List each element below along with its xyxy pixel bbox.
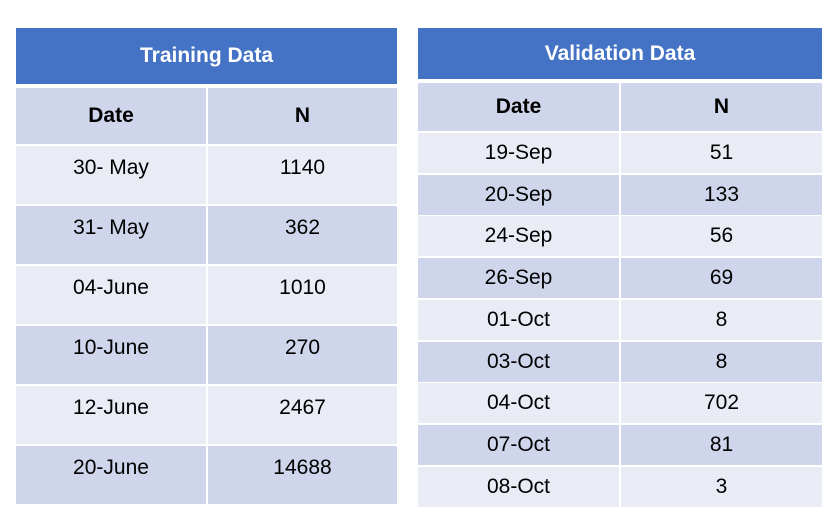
training-n-cell: 270	[206, 326, 397, 384]
validation-n-cell: 8	[619, 299, 822, 340]
validation-table-row: 26-Sep 69	[418, 258, 822, 299]
training-date-cell: 20-June	[73, 456, 149, 479]
validation-table-row: 20-Sep 133	[418, 174, 822, 215]
training-n-cell: 14688	[206, 446, 397, 504]
validation-date-cell: 04-Oct	[486, 391, 551, 415]
training-table-row: 12-June 2467	[16, 386, 397, 444]
validation-date-cell: 03-Oct	[486, 349, 551, 373]
validation-table-row: 01-Oct 8	[418, 299, 822, 340]
validation-n-cell: 133	[619, 174, 822, 215]
training-n-header: N	[206, 88, 397, 144]
validation-n-cell: 3	[619, 466, 822, 507]
training-date-cell: 31- May	[73, 216, 149, 239]
validation-n-header: N	[619, 83, 822, 131]
validation-date-cell: 08-Oct	[486, 474, 551, 498]
training-data-table: Training Data Date N 30- May 1140 31- May 3…	[16, 28, 397, 506]
training-n-cell: 2467	[206, 386, 397, 444]
validation-n-cell: 81	[619, 424, 822, 465]
training-table-row: 31- May 362	[16, 206, 397, 264]
training-date-cell: 30- May	[73, 156, 149, 179]
validation-table-row: 08-Oct 3	[418, 466, 822, 507]
validation-n-cell: 69	[619, 258, 822, 299]
validation-n-cell: 8	[619, 341, 822, 382]
validation-date-cell: 19-Sep	[484, 141, 553, 164]
training-date-cell: 12-June	[73, 396, 149, 419]
validation-date-cell: 07-Oct	[486, 432, 551, 456]
validation-header-row: Date N	[418, 83, 822, 131]
training-header-row: Date N	[16, 88, 397, 144]
validation-n-cell: 702	[619, 383, 822, 424]
validation-table-row: 04-Oct 702	[418, 383, 822, 424]
validation-date-cell: 24-Sep	[484, 224, 553, 248]
training-table-row: 30- May 1140	[16, 146, 397, 204]
validation-date-cell: 20-Sep	[484, 182, 553, 206]
validation-data-table: Validation Data Date N 19-Sep 51 20-Sep 133…	[418, 28, 822, 507]
validation-date-header: Date	[495, 95, 542, 118]
validation-table-row: 03-Oct 8	[418, 341, 822, 382]
validation-date-cell: 01-Oct	[486, 307, 551, 331]
validation-table-row: 07-Oct 81	[418, 424, 822, 465]
training-table-row: 04-June 1010	[16, 266, 397, 324]
training-date-cell: 04-June	[73, 276, 149, 299]
training-table-row: 10-June 270	[16, 326, 397, 384]
training-table-row: 20-June 14688	[16, 446, 397, 504]
validation-table-row: 19-Sep 51	[418, 133, 822, 173]
training-table-title: Training Data	[16, 28, 397, 84]
validation-date-cell: 26-Sep	[484, 266, 553, 290]
validation-n-cell: 51	[619, 133, 822, 173]
training-n-cell: 1140	[206, 146, 397, 204]
validation-table-title: Validation Data	[418, 28, 822, 79]
training-n-cell: 362	[206, 206, 397, 264]
validation-n-cell: 56	[619, 216, 822, 257]
training-date-header: Date	[88, 104, 134, 127]
training-date-cell: 10-June	[73, 336, 149, 359]
validation-table-row: 24-Sep 56	[418, 216, 822, 257]
training-n-cell: 1010	[206, 266, 397, 324]
